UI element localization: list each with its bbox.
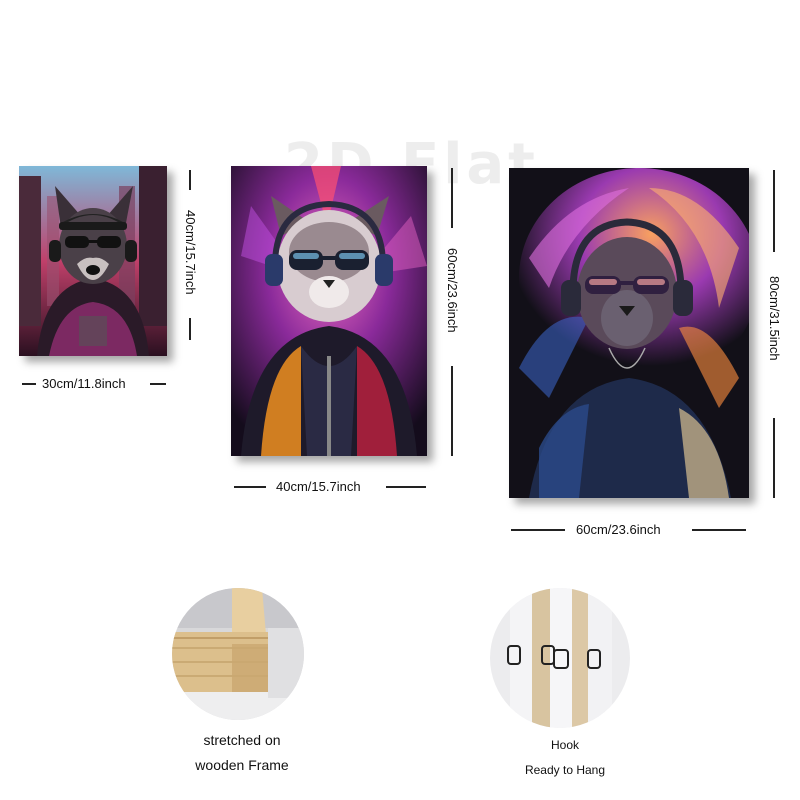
height-line-top-1 xyxy=(189,170,191,190)
width-line-left-3 xyxy=(511,529,565,531)
width-line-right-2 xyxy=(386,486,426,488)
cat-artwork-icon xyxy=(231,166,427,456)
frame-caption-line2: wooden Frame xyxy=(195,757,289,773)
hook-caption-line2: Ready to Hang xyxy=(524,763,606,777)
height-line-bottom-3 xyxy=(773,418,775,498)
height-label-3: 80cm/31.5inch xyxy=(767,276,782,361)
width-label-2: 40cm/15.7inch xyxy=(276,479,361,494)
width-label-1: 30cm/11.8inch xyxy=(42,376,126,391)
width-line-right-3 xyxy=(692,529,746,531)
height-line-top-2 xyxy=(451,168,453,228)
width-line-left-2 xyxy=(234,486,266,488)
width-line-right-1 xyxy=(150,383,166,385)
canvas-print-small-dog[interactable] xyxy=(19,166,167,356)
frame-caption-line1: stretched on xyxy=(203,732,281,748)
hook-photo xyxy=(490,588,630,728)
hook-caption-line1: Hook xyxy=(550,738,579,752)
lion-artwork-icon xyxy=(509,168,749,498)
width-label-3: 60cm/23.6inch xyxy=(576,522,661,537)
wooden-frame-icon xyxy=(172,588,304,720)
dog-artwork-icon xyxy=(19,166,167,356)
canvas-print-large-lion[interactable] xyxy=(509,168,749,498)
wooden-frame-photo xyxy=(172,588,304,720)
height-label-2: 60cm/23.6inch xyxy=(445,248,460,333)
hook-icon xyxy=(490,588,630,728)
height-line-top-3 xyxy=(773,170,775,252)
height-line-bottom-1 xyxy=(189,318,191,340)
height-label-1: 40cm/15.7inch xyxy=(183,210,198,295)
height-line-bottom-2 xyxy=(451,366,453,456)
width-line-left-1 xyxy=(22,383,36,385)
canvas-print-medium-cat[interactable] xyxy=(231,166,427,456)
